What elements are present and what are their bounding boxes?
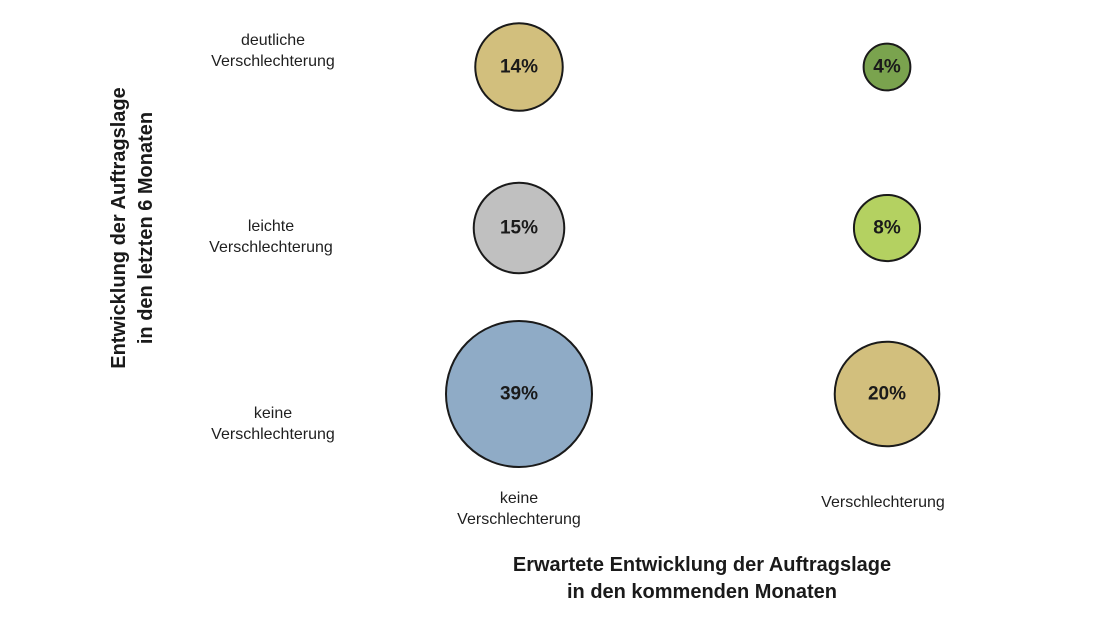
y-category-label-2-line-2: Verschlechterung [211,426,335,443]
x-axis-title: Erwartete Entwicklung der Auftragslage i… [482,552,922,606]
bubble-label-0: 14% [500,57,538,78]
y-category-label-2-line-1: keine [253,405,293,422]
y-category-label-1-line-2: Verschlechterung [209,239,333,256]
bubble-0 [474,22,564,112]
bubble-label-2: 15% [500,218,538,239]
x-category-label-1-line-1: Verschlechterung [821,494,945,511]
bubble-1 [862,42,912,92]
bubble-4 [445,320,593,468]
bubble-label-5: 20% [868,384,906,405]
bubble-5 [833,340,941,448]
y-category-label-2: keine Verschlechterung [173,403,373,445]
x-category-label-1: Verschlechterung [773,492,993,513]
y-category-label-0: deutliche Verschlechterung [173,30,373,72]
y-axis-title-line-1: Entwicklung der Auftragslage [108,87,130,369]
bubble-label-4: 39% [500,384,538,405]
x-category-label-0-line-2: Verschlechterung [457,511,581,528]
x-category-label-0: keine Verschlechterung [409,488,629,530]
y-category-label-0-line-1: deutliche [240,32,306,49]
x-axis-title-line-2: in den kommenden Monaten [566,581,838,603]
y-category-label-1: leichte Verschlechterung [171,216,371,258]
bubble-label-1: 4% [873,57,901,78]
y-axis-title-line-2: in den letzten 6 Monaten [135,111,157,345]
x-axis-title-line-1: Erwartete Entwicklung der Auftragslage [512,554,892,576]
bubble-3 [852,193,922,263]
y-category-label-1-line-1: leichte [247,218,295,235]
y-category-label-0-line-2: Verschlechterung [211,53,335,70]
x-category-label-0-line-1: keine [499,490,539,507]
bubble-2 [472,181,566,275]
y-axis-title: Entwicklung der Auftragslage in den letz… [106,58,160,398]
bubble-label-3: 8% [873,218,901,239]
